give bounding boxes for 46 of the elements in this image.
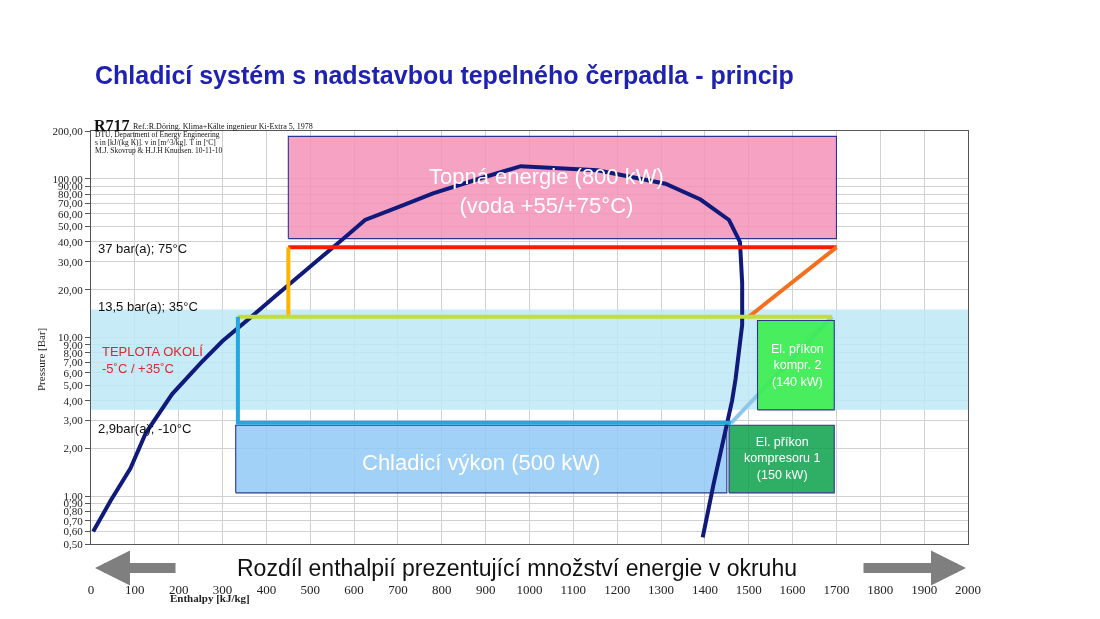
x-tick-label: 800 xyxy=(432,581,452,597)
y-tick-label: 1,00 xyxy=(63,490,84,503)
x-tick-label: 1400 xyxy=(691,581,718,597)
annotation: Ref.:R.Döring. Klima+Kälte ingenieur Ki-Extra 5, 1978 xyxy=(133,122,313,131)
text: Rozdíl enthalpií prezentující množství energie v okruhu xyxy=(237,555,797,581)
y-tick-label: 30,00 xyxy=(57,255,84,268)
y-tick-label: 10,00 xyxy=(57,331,84,344)
y-tick-label: 40,00 xyxy=(57,235,84,248)
y-tick-label: 3,00 xyxy=(63,414,84,427)
annotation: R717 xyxy=(94,117,130,134)
x-tick-label: 100 xyxy=(125,581,145,597)
x-tick-label: 500 xyxy=(300,581,320,597)
x-tick-label: 1100 xyxy=(560,581,587,597)
annotation: El. příkon kompr. 2 (140 kW) xyxy=(771,342,824,389)
x-tick-label: 1900 xyxy=(911,581,938,597)
y-tick-label: 5,00 xyxy=(63,379,84,392)
x-tick-label: 0 xyxy=(87,581,95,597)
x-tick-label: 1300 xyxy=(648,581,675,597)
x-tick-label: 1600 xyxy=(779,581,806,597)
x-tick-label: 400 xyxy=(256,581,277,597)
x-tick-label: 1500 xyxy=(735,581,762,597)
y-tick-label: 20,00 xyxy=(57,283,84,296)
annotation: 13,5 bar(a); 35°C xyxy=(98,299,198,314)
y-tick-label: 0,60 xyxy=(63,525,84,538)
annotation: 37 bar(a); 75°C xyxy=(98,241,188,256)
x-tick-label: 700 xyxy=(388,581,408,597)
x-tick-label: 1700 xyxy=(823,581,850,597)
y-tick-label: 6,00 xyxy=(63,366,84,379)
x-tick-label: 1000 xyxy=(516,581,543,597)
x-tick-label: 1200 xyxy=(604,581,631,597)
y-axis-title: Pressure [Bar] xyxy=(35,327,47,391)
annotation: Chladicí výkon (500 kW) xyxy=(362,450,601,475)
y-tick-label: 50,00 xyxy=(57,220,84,233)
x-tick-label: 1800 xyxy=(867,581,894,597)
band-label: TEPLOTA OKOLÍ -5˚C / +35˚C xyxy=(102,344,204,376)
x-tick-label: 600 xyxy=(344,581,364,597)
chart-title: Chladicí systém s nadstavbou tepelného čerpadla - princip xyxy=(95,60,794,89)
y-tick-label: 100,00 xyxy=(52,172,84,185)
y-tick-label: 200,00 xyxy=(52,124,84,137)
y-tick-label: 4,00 xyxy=(63,394,84,407)
y-tick-label: 0,50 xyxy=(63,537,84,550)
x-tick-label: 900 xyxy=(475,581,496,597)
y-tick-label: 60,00 xyxy=(57,207,84,220)
annotation: El. příkon kompresoru 1 (150 kW) xyxy=(744,435,821,482)
y-tick-label: 2,00 xyxy=(63,442,84,455)
x-tick-label: 2000 xyxy=(955,581,981,597)
